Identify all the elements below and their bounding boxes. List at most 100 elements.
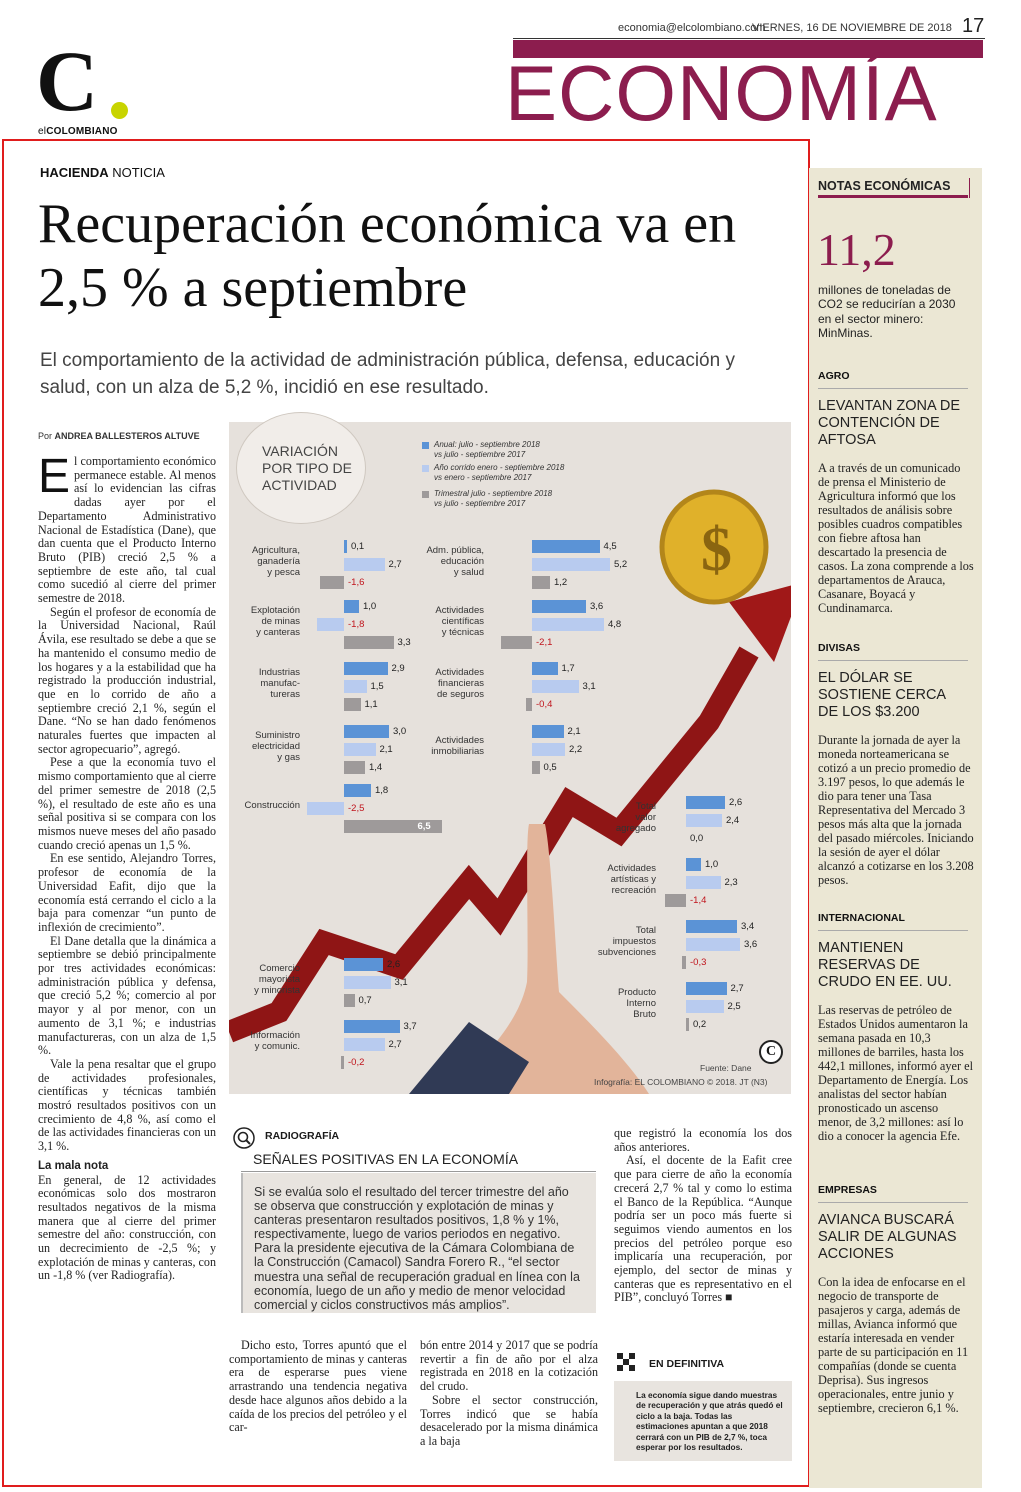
chart-value-label: 2,7: [388, 559, 402, 570]
legend-line: Trimestral julio - septiembre 2018: [434, 489, 553, 498]
category-label-line: Construcción: [244, 799, 300, 811]
chart-bar: [686, 938, 740, 951]
chart-value-label: 1,4: [369, 762, 383, 773]
chart-value-label: 2,1: [567, 726, 581, 737]
chart-category-label: Actividades financieras de seguros: [374, 667, 484, 700]
chart-bar: [344, 820, 442, 833]
chart-category-label: Actividades científicas y técnicas: [374, 605, 484, 638]
header-date: VIERNES, 16 DE NOVIEMBRE DE 2018: [752, 22, 952, 34]
chart-bar: [306, 802, 344, 815]
chart-value-label: 2,6: [729, 797, 743, 808]
sidebar-item-tag: DIVISAS: [818, 642, 861, 654]
headline: Recuperación económica va en 2,5 % a sep…: [38, 193, 737, 319]
chart-bar: [686, 876, 721, 889]
chart-category-label: Agricultura, ganadería y pesca: [190, 545, 300, 578]
chart-bar: [686, 920, 737, 933]
logo-name-main: COLOMBIANO: [46, 126, 118, 137]
category-label-line: recreación: [611, 884, 656, 896]
page-number: 17: [962, 15, 985, 37]
paragraph: En ese sentido, Alejandro Torres, profes…: [38, 851, 216, 934]
category-label-line: Bruto: [633, 1008, 656, 1020]
sidebar-item-tag: AGRO: [818, 370, 850, 382]
category-label-line: y canteras: [256, 626, 300, 638]
category-label-line: Suministro: [255, 729, 300, 741]
sidebar-rule: [818, 930, 968, 931]
chart-bar: [532, 558, 610, 571]
chart-value-label: 1,1: [364, 699, 378, 710]
paragraph: que registró la economía los dos años an…: [614, 1126, 792, 1154]
chart-bar: [665, 894, 686, 907]
section-title: ECONOMÍA: [505, 49, 938, 137]
kicker: HACIENDA NOTICIA: [40, 165, 165, 180]
chart-bar: [344, 761, 365, 774]
sidebar-item-tag: INTERNACIONAL: [818, 912, 905, 924]
en-definitiva-text: La economía sigue dando muestras de recu…: [636, 1390, 783, 1453]
chart-value-label: -0,3: [690, 957, 707, 968]
sidebar-item-agro: AGRO LEVANTAN ZONA DE CONTENCIÓN DE AFTO…: [818, 370, 974, 615]
chart-value-label: 2,6: [387, 959, 401, 970]
chart-value-label: 0,5: [543, 762, 557, 773]
category-label-line: Agricultura,: [251, 544, 300, 556]
checker-icon: [617, 1353, 637, 1373]
chart-value-label: 3,4: [741, 921, 755, 932]
byline-prefix: Por: [38, 431, 55, 441]
chart-value-label: 1,0: [363, 601, 377, 612]
chart-bar: [317, 618, 344, 631]
kicker-section: HACIENDA: [40, 165, 109, 180]
chart-bar: [500, 636, 532, 649]
category-label-line: Interno: [626, 997, 656, 1009]
hand-icon: [449, 824, 649, 1094]
category-label-line: y pesca: [267, 566, 300, 578]
deck: El comportamiento de la actividad de adm…: [40, 350, 735, 398]
logo-name-prefix: el: [38, 126, 47, 137]
chart-category-label: Explotación de minas y canteras: [190, 605, 300, 638]
paragraph: Pese a que la economía tuvo el mismo com…: [38, 755, 216, 852]
chart-bar: [344, 725, 389, 738]
category-label-line: científicas: [441, 615, 484, 627]
category-label-line: Adm. pública,: [426, 544, 484, 556]
legend-line: Anual: julio - septiembre 2018: [434, 440, 540, 449]
chart-bar: [686, 814, 722, 827]
chart-value-label: -2,1: [536, 637, 553, 648]
category-label-line: artísticas y: [610, 873, 656, 885]
chart-value-label: 5,2: [614, 559, 628, 570]
category-label-line: mayorista: [258, 973, 300, 985]
chart-bar: [532, 662, 558, 675]
legend-line: Año corrido enero - septiembre 2018: [434, 463, 565, 472]
chart-bar: [341, 1056, 344, 1069]
paragraph: Dicho esto, Torres apuntó que el comport…: [229, 1338, 407, 1435]
infographic-art: $: [229, 489, 791, 1094]
radiografia-text: Si se evalúa solo el resultado del terce…: [254, 1185, 580, 1312]
sleeve-icon: [409, 1022, 529, 1094]
chart-bar: [686, 982, 727, 995]
chart-bar: [686, 1018, 689, 1031]
sidebar-title-rule: [818, 195, 968, 198]
sidebar-rule: [818, 660, 968, 661]
chart-value-label: 4,8: [608, 619, 622, 630]
chart-category-label: Construcción: [190, 800, 300, 811]
sidebar-item-divisas: DIVISAS EL DÓLAR SE SOSTIENE CERCA DE LO…: [818, 642, 974, 887]
chart-bar: [532, 725, 564, 738]
growth-arrow: [229, 646, 759, 1043]
chart-value-label: 0,1: [351, 541, 365, 552]
category-label-line: agregado: [615, 822, 656, 834]
category-label-line: Información: [250, 1030, 300, 1041]
chart-value-label: -2,5: [348, 803, 365, 814]
chart-value-label: 3,6: [744, 939, 758, 950]
sidebar-title-tick: [969, 178, 970, 198]
category-label-line: Total: [635, 800, 656, 812]
logo-letter: C: [36, 33, 99, 129]
paragraph: bón entre 2014 y 2017 que se podría reve…: [420, 1338, 598, 1394]
article-column-2: Dicho esto, Torres apuntó que el comport…: [229, 1338, 407, 1435]
magnifier-icon: [233, 1127, 255, 1149]
chart-logo-icon: C: [759, 1040, 783, 1064]
logo-name: elCOLOMBIANO: [38, 126, 118, 137]
drop-cap: E: [38, 450, 71, 503]
chart-bar: [344, 558, 385, 571]
chart-bar: [344, 1038, 385, 1051]
chart-category-label: Comercio mayorista y minorista: [190, 963, 300, 996]
dollar-icon: $: [701, 516, 732, 584]
chart-value-label: 3,7: [403, 1021, 417, 1032]
chart-category-label: Industrias manufac-tureras: [190, 667, 300, 700]
